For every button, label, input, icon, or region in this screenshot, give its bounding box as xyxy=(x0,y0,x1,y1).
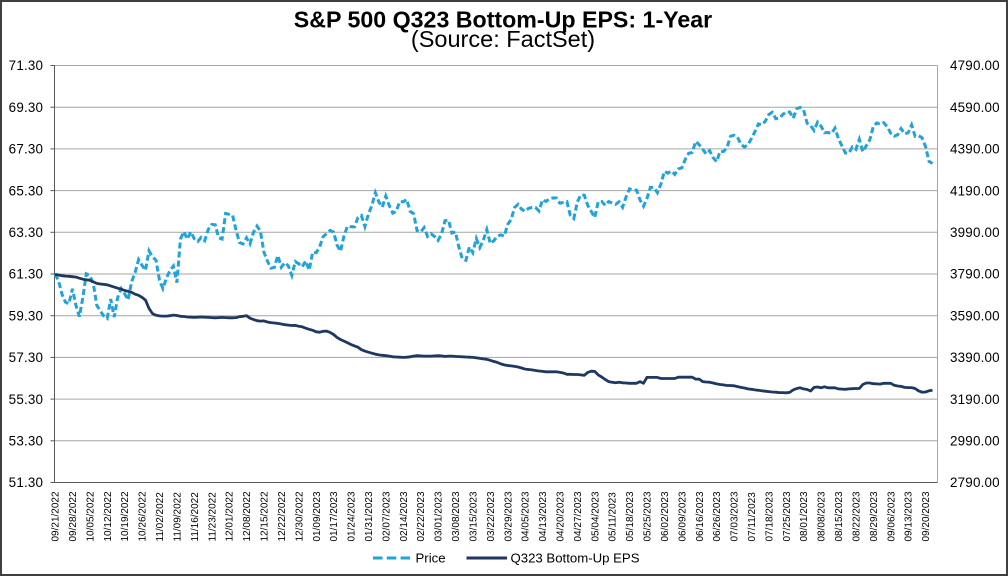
svg-text:08/29/2023: 08/29/2023 xyxy=(869,491,880,541)
svg-text:08/15/2023: 08/15/2023 xyxy=(834,491,845,541)
svg-text:06/26/2023: 06/26/2023 xyxy=(712,491,723,541)
svg-text:04/13/2023: 04/13/2023 xyxy=(538,491,549,541)
svg-text:09/13/2023: 09/13/2023 xyxy=(904,491,915,541)
svg-text:04/27/2023: 04/27/2023 xyxy=(573,491,584,541)
svg-text:51.30: 51.30 xyxy=(9,475,44,490)
svg-text:04/20/2023: 04/20/2023 xyxy=(556,491,567,541)
svg-text:09/20/2023: 09/20/2023 xyxy=(921,491,932,541)
svg-text:53.30: 53.30 xyxy=(9,434,44,449)
svg-text:03/22/2023: 03/22/2023 xyxy=(486,491,497,541)
svg-text:01/09/2023: 01/09/2023 xyxy=(312,491,323,541)
svg-text:01/17/2023: 01/17/2023 xyxy=(329,491,340,541)
svg-text:05/04/2023: 05/04/2023 xyxy=(590,491,601,541)
svg-text:S&P 500 Q323 Bottom-Up EPS: 1-: S&P 500 Q323 Bottom-Up EPS: 1-Year xyxy=(294,7,712,33)
svg-text:10/19/2022: 10/19/2022 xyxy=(120,491,131,541)
svg-text:10/05/2022: 10/05/2022 xyxy=(85,491,96,541)
svg-text:07/03/2023: 07/03/2023 xyxy=(730,491,741,541)
svg-text:08/22/2023: 08/22/2023 xyxy=(852,491,863,541)
svg-text:10/12/2022: 10/12/2022 xyxy=(103,491,114,541)
svg-text:3190.00: 3190.00 xyxy=(950,392,1000,407)
svg-text:3990.00: 3990.00 xyxy=(950,225,1000,240)
svg-text:3590.00: 3590.00 xyxy=(950,308,1000,323)
svg-text:06/09/2023: 06/09/2023 xyxy=(677,491,688,541)
svg-text:57.30: 57.30 xyxy=(9,350,44,365)
svg-text:05/11/2023: 05/11/2023 xyxy=(608,492,619,542)
svg-text:06/02/2023: 06/02/2023 xyxy=(660,491,671,541)
svg-text:08/01/2023: 08/01/2023 xyxy=(799,491,810,541)
svg-text:03/01/2023: 03/01/2023 xyxy=(434,491,445,541)
svg-text:01/24/2023: 01/24/2023 xyxy=(347,491,358,541)
svg-text:65.30: 65.30 xyxy=(9,183,44,198)
svg-text:2990.00: 2990.00 xyxy=(950,434,1000,449)
svg-text:10/26/2022: 10/26/2022 xyxy=(138,491,149,541)
svg-text:(Source: FactSet): (Source: FactSet) xyxy=(411,26,595,52)
svg-text:11/23/2022: 11/23/2022 xyxy=(207,492,218,542)
svg-text:12/15/2022: 12/15/2022 xyxy=(260,491,271,541)
svg-text:3790.00: 3790.00 xyxy=(950,267,1000,282)
svg-text:67.30: 67.30 xyxy=(9,142,44,157)
svg-text:11/02/2022: 11/02/2022 xyxy=(155,492,166,542)
svg-text:2790.00: 2790.00 xyxy=(950,475,1000,490)
svg-text:09/21/2022: 09/21/2022 xyxy=(51,491,62,541)
svg-text:12/22/2022: 12/22/2022 xyxy=(277,491,288,541)
svg-text:63.30: 63.30 xyxy=(9,225,44,240)
svg-text:06/16/2023: 06/16/2023 xyxy=(695,491,706,541)
svg-text:09/06/2023: 09/06/2023 xyxy=(886,491,897,541)
svg-text:02/07/2023: 02/07/2023 xyxy=(381,491,392,541)
svg-text:01/31/2023: 01/31/2023 xyxy=(364,491,375,541)
svg-text:03/15/2023: 03/15/2023 xyxy=(468,491,479,541)
svg-text:4590.00: 4590.00 xyxy=(950,100,1000,115)
svg-text:12/01/2022: 12/01/2022 xyxy=(225,491,236,541)
svg-text:08/08/2023: 08/08/2023 xyxy=(817,491,828,541)
svg-text:4390.00: 4390.00 xyxy=(950,142,1000,157)
svg-text:11/16/2022: 11/16/2022 xyxy=(190,492,201,542)
svg-text:05/25/2023: 05/25/2023 xyxy=(643,491,654,541)
svg-text:4190.00: 4190.00 xyxy=(950,183,1000,198)
svg-text:11/09/2022: 11/09/2022 xyxy=(173,492,184,542)
svg-text:05/18/2023: 05/18/2023 xyxy=(625,491,636,541)
svg-text:61.30: 61.30 xyxy=(9,267,44,282)
svg-text:Price: Price xyxy=(416,551,446,566)
svg-text:59.30: 59.30 xyxy=(9,308,44,323)
svg-text:12/08/2022: 12/08/2022 xyxy=(242,491,253,541)
svg-text:03/08/2023: 03/08/2023 xyxy=(451,491,462,541)
svg-text:69.30: 69.30 xyxy=(9,100,44,115)
svg-text:3390.00: 3390.00 xyxy=(950,350,1000,365)
svg-text:04/05/2023: 04/05/2023 xyxy=(521,491,532,541)
svg-text:02/14/2023: 02/14/2023 xyxy=(399,491,410,541)
svg-text:02/22/2023: 02/22/2023 xyxy=(416,491,427,541)
svg-text:09/28/2022: 09/28/2022 xyxy=(68,491,79,541)
svg-text:07/11/2023: 07/11/2023 xyxy=(747,492,758,542)
svg-text:12/30/2022: 12/30/2022 xyxy=(294,491,305,541)
svg-text:71.30: 71.30 xyxy=(9,58,44,73)
svg-text:55.30: 55.30 xyxy=(9,392,44,407)
svg-text:07/25/2023: 07/25/2023 xyxy=(782,491,793,541)
svg-text:Q323 Bottom-Up EPS: Q323 Bottom-Up EPS xyxy=(511,551,640,566)
svg-text:4790.00: 4790.00 xyxy=(950,58,1000,73)
svg-text:03/29/2023: 03/29/2023 xyxy=(503,491,514,541)
svg-text:07/18/2023: 07/18/2023 xyxy=(764,491,775,541)
